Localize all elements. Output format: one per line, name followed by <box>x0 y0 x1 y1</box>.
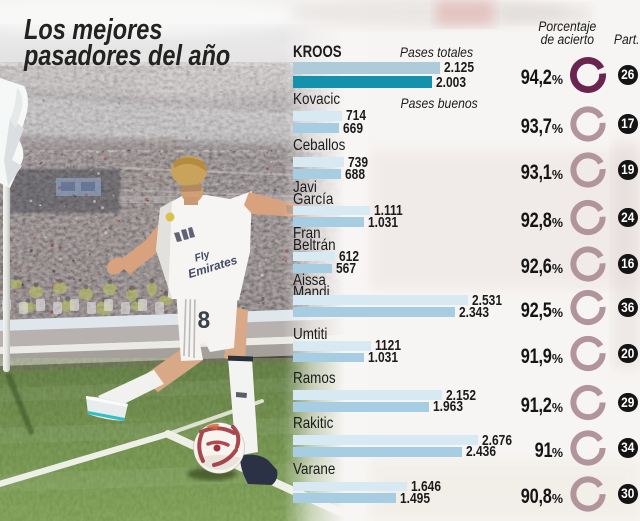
svg-text:Fly: Fly <box>193 248 212 264</box>
svg-text:8: 8 <box>198 306 211 333</box>
